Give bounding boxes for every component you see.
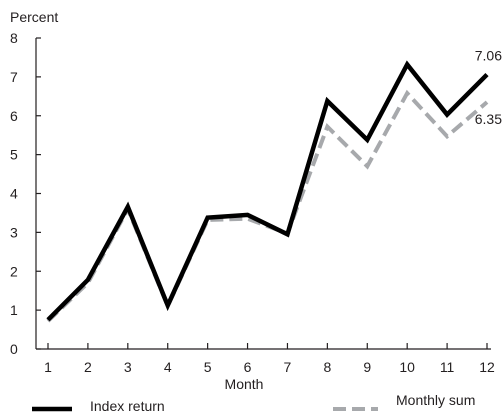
x-tick-label: 9 <box>363 359 371 375</box>
x-tick-label: 2 <box>84 359 92 375</box>
y-tick-label: 2 <box>10 263 18 279</box>
x-tick-label: 10 <box>399 359 415 375</box>
legend-label-monthly-sum: Monthly sum <box>396 392 475 408</box>
legend: Index return Monthly sum <box>32 392 475 414</box>
x-tick-label: 12 <box>479 359 495 375</box>
y-tick-label: 7 <box>10 69 18 85</box>
x-tick-label: 8 <box>323 359 331 375</box>
end-label-index-return: 7.06 <box>475 48 502 64</box>
y-tick-label: 5 <box>10 147 18 163</box>
x-tick-label: 1 <box>44 359 52 375</box>
x-tick-label: 6 <box>244 359 252 375</box>
y-axis-title: Percent <box>10 9 58 25</box>
x-tick-label: 3 <box>124 359 132 375</box>
x-tick-label: 7 <box>284 359 292 375</box>
x-tick-label: 5 <box>204 359 212 375</box>
y-tick-label: 4 <box>10 186 18 202</box>
y-tick-label: 0 <box>10 341 18 357</box>
y-tick-label: 1 <box>10 302 18 318</box>
y-tick-label: 8 <box>10 30 18 46</box>
end-labels: 7.06 6.35 <box>475 48 502 128</box>
end-label-monthly-sum: 6.35 <box>475 111 502 127</box>
x-tick-label: 4 <box>164 359 172 375</box>
y-tick-label: 6 <box>10 108 18 124</box>
x-axis-title: Month <box>225 376 264 392</box>
legend-label-index-return: Index return <box>90 398 165 414</box>
series-line-monthly-sum <box>46 89 489 323</box>
x-tick-label: 11 <box>440 359 455 375</box>
series-line-index-return <box>46 60 489 322</box>
series-lines <box>46 60 489 323</box>
y-tick-label: 3 <box>10 224 18 240</box>
